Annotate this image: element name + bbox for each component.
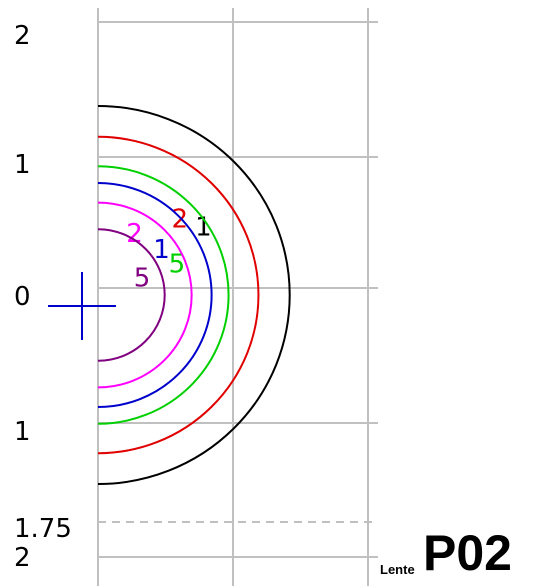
y-tick-label: 2: [14, 21, 31, 51]
contour-line: [97, 182, 213, 408]
contour-line: [97, 105, 291, 485]
contour-label: 1: [195, 212, 212, 242]
lens-label-small: Lente: [380, 562, 415, 577]
contour-line: [97, 201, 193, 389]
lens-label-big: P02: [423, 525, 512, 581]
contour-label: 5: [169, 250, 186, 280]
center-crosshair: [48, 272, 116, 340]
contour-label: 5: [134, 264, 151, 294]
contour-label: 2: [172, 204, 189, 234]
contour-line: [97, 165, 230, 425]
y-tick-label: 0: [14, 282, 31, 312]
y-tick-label: 1: [14, 417, 31, 447]
grid: [97, 8, 378, 586]
y-tick-label: 1.75: [14, 514, 72, 544]
contour-line: [97, 228, 166, 362]
y-tick-label: 1: [14, 150, 31, 180]
contour-line: [97, 135, 260, 455]
contour-label: 1: [153, 235, 170, 265]
y-tick-label: 2: [14, 543, 31, 573]
y-tick-labels: 2 1 0 1 1.75 2: [14, 21, 72, 573]
contour-label: 2: [126, 219, 143, 249]
